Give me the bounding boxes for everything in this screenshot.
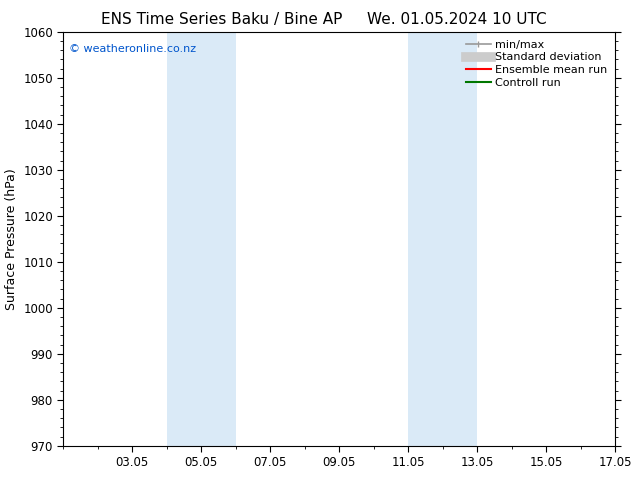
Bar [167, 32, 236, 446]
Text: We. 01.05.2024 10 UTC: We. 01.05.2024 10 UTC [366, 12, 547, 27]
Bar [408, 32, 477, 446]
Text: © weatheronline.co.nz: © weatheronline.co.nz [69, 44, 196, 54]
Legend: min/max, Standard deviation, Ensemble mean run, Controll run: min/max, Standard deviation, Ensemble me… [464, 37, 609, 90]
Y-axis label: Surface Pressure (hPa): Surface Pressure (hPa) [4, 168, 18, 310]
Text: ENS Time Series Baku / Bine AP: ENS Time Series Baku / Bine AP [101, 12, 342, 27]
